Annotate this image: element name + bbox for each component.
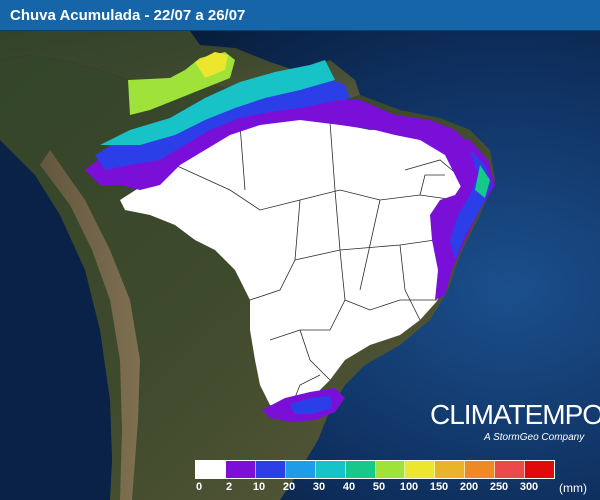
map-svg <box>0 31 600 500</box>
legend-label: 0 <box>195 481 203 493</box>
legend-swatch <box>465 461 496 478</box>
legend-label: 30 <box>312 481 326 493</box>
legend-label: 300 <box>519 481 539 493</box>
legend-label: 20 <box>282 481 296 493</box>
dry-region <box>120 118 470 410</box>
rain-band-cyan-north <box>100 60 335 145</box>
legend-swatch <box>405 461 436 478</box>
legend-swatch <box>285 461 316 478</box>
legend-label: 250 <box>489 481 509 493</box>
map-header: Chuva Acumulada - 22/07 a 26/07 <box>0 0 600 31</box>
legend-label: 200 <box>459 481 479 493</box>
legend-swatch <box>225 461 256 478</box>
legend-label: 40 <box>342 481 356 493</box>
legend-swatch <box>375 461 406 478</box>
precipitation-legend: (mm) 0 2 10 20 30 40 50 100 150 200 250 300 <box>195 460 595 496</box>
legend-swatch <box>196 461 226 478</box>
legend-swatch <box>255 461 286 478</box>
legend-label: 100 <box>399 481 419 493</box>
rain-core-yellow <box>195 52 228 78</box>
legend-label: 2 <box>225 481 233 493</box>
legend-label: 10 <box>252 481 266 493</box>
legend-swatch <box>315 461 346 478</box>
legend-swatches <box>195 460 555 479</box>
rain-band-blue-south <box>290 396 332 414</box>
map-area <box>0 31 600 500</box>
rain-band-blue-north <box>95 75 350 170</box>
legend-label: 50 <box>372 481 386 493</box>
map-title: Chuva Acumulada - 22/07 a 26/07 <box>10 6 246 24</box>
rain-band-purple-north <box>85 95 490 200</box>
legend-swatch <box>525 461 555 478</box>
legend-unit: (mm) <box>559 481 587 495</box>
brand-tagline: A StormGeo Company <box>484 432 585 443</box>
legend-label: 150 <box>429 481 449 493</box>
legend-labels: (mm) 0 2 10 20 30 40 50 100 150 200 250 300 <box>195 481 595 497</box>
legend-swatch <box>495 461 526 478</box>
pacific-ocean <box>0 140 112 500</box>
legend-swatch <box>435 461 466 478</box>
andes-ridge <box>40 150 140 500</box>
brand-name: CLIMATEMPO <box>430 399 600 430</box>
legend-swatch <box>345 461 376 478</box>
brand-logo: CLIMATEMPO A StormGeo Company <box>430 399 600 444</box>
rain-band-cyan-east <box>475 165 490 198</box>
